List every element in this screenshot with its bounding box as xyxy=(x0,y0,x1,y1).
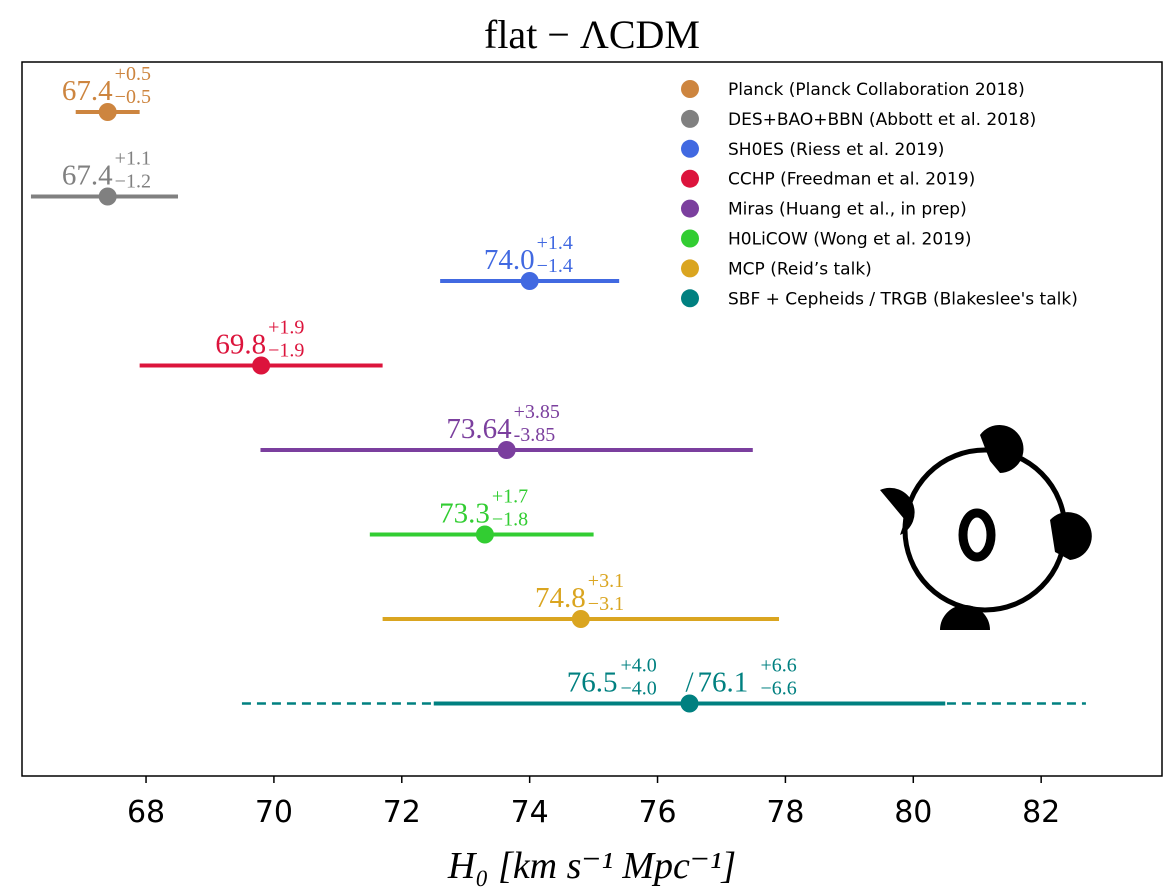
legend-label: Miras (Huang et al., in prep) xyxy=(728,200,967,220)
logo-blob xyxy=(1050,512,1092,560)
x-tick-label: 82 xyxy=(1022,795,1060,830)
legend-marker xyxy=(681,229,699,248)
x-axis-label: H₀ [km s⁻¹ Mpc⁻¹] xyxy=(447,845,736,887)
x-tick-label: 68 xyxy=(127,795,165,830)
legend-label: MCP (Reid’s talk) xyxy=(728,259,872,279)
legend-marker xyxy=(681,80,699,98)
legend-marker xyxy=(681,109,699,128)
chart-title: flat − ΛCDM xyxy=(484,12,700,57)
error-minus-label: −0.5 xyxy=(115,86,151,108)
error-minus-label: −1.8 xyxy=(492,509,528,531)
error-plus-label: +6.6 xyxy=(761,655,797,677)
point xyxy=(98,187,117,206)
error-plus-label: +1.1 xyxy=(115,148,151,170)
point xyxy=(680,694,699,713)
value-label: 67.4 xyxy=(62,75,113,107)
value-label: 76.1 xyxy=(698,667,749,699)
error-plus-label: +4.0 xyxy=(621,655,657,677)
plot-frame xyxy=(21,61,1163,777)
legend-label: CCHP (Freedman et al. 2019) xyxy=(728,170,975,190)
value-label: 74.8 xyxy=(535,582,586,614)
legend-marker xyxy=(681,259,699,278)
error-minus-label: −3.1 xyxy=(588,593,624,615)
logo-blob xyxy=(940,605,990,630)
point xyxy=(475,525,494,544)
error-minus-label: -3.85 xyxy=(514,424,556,446)
value-label: 69.8 xyxy=(215,329,266,361)
x-tick-label: 72 xyxy=(383,795,421,830)
label-separator: / xyxy=(685,667,694,699)
point xyxy=(497,441,516,459)
legend-label: SBF + Cepheids / TRGB (Blakeslee's talk) xyxy=(728,289,1078,309)
value-label: 76.5 xyxy=(567,667,618,699)
error-plus-label: +1.7 xyxy=(492,486,528,508)
legend-marker xyxy=(681,199,699,218)
logo xyxy=(880,425,1092,630)
point xyxy=(571,610,590,628)
value-label: 74.0 xyxy=(484,244,535,276)
error-plus-label: +0.5 xyxy=(115,63,151,85)
point xyxy=(252,356,271,375)
legend-label: Planck (Planck Collaboration 2018) xyxy=(728,80,1025,100)
point xyxy=(520,272,539,290)
value-label: 73.64 xyxy=(446,413,512,445)
error-minus-label: −1.9 xyxy=(268,340,304,362)
legend-label: SH0ES (Riess et al. 2019) xyxy=(728,140,944,160)
legend-marker xyxy=(681,289,699,308)
legend-marker xyxy=(681,139,699,158)
error-minus-label: −1.2 xyxy=(115,171,151,193)
logo-blob xyxy=(980,425,1024,473)
logo-blob xyxy=(880,487,915,535)
value-label: 73.3 xyxy=(439,498,490,530)
legend-label: H0LiCOW (Wong et al. 2019) xyxy=(728,230,971,250)
error-plus-label: +1.9 xyxy=(268,317,304,339)
point xyxy=(98,103,117,121)
x-tick-label: 74 xyxy=(511,795,549,830)
error-minus-label: −1.4 xyxy=(537,255,573,277)
value-label: 67.4 xyxy=(62,160,113,192)
x-tick-label: 78 xyxy=(766,795,804,830)
error-minus-label: −6.6 xyxy=(761,678,797,700)
error-plus-label: +3.1 xyxy=(588,570,624,592)
error-minus-label: −4.0 xyxy=(621,678,657,700)
logo-ring xyxy=(902,447,1068,613)
logo-center xyxy=(958,508,996,562)
error-plus-label: +1.4 xyxy=(537,232,573,254)
error-plus-label: +3.85 xyxy=(514,401,560,423)
x-tick-label: 76 xyxy=(638,795,676,830)
x-tick-label: 70 xyxy=(255,795,293,830)
legend-marker xyxy=(681,169,699,188)
x-tick-label: 80 xyxy=(894,795,932,830)
legend-label: DES+BAO+BBN (Abbott et al. 2018) xyxy=(728,110,1036,130)
